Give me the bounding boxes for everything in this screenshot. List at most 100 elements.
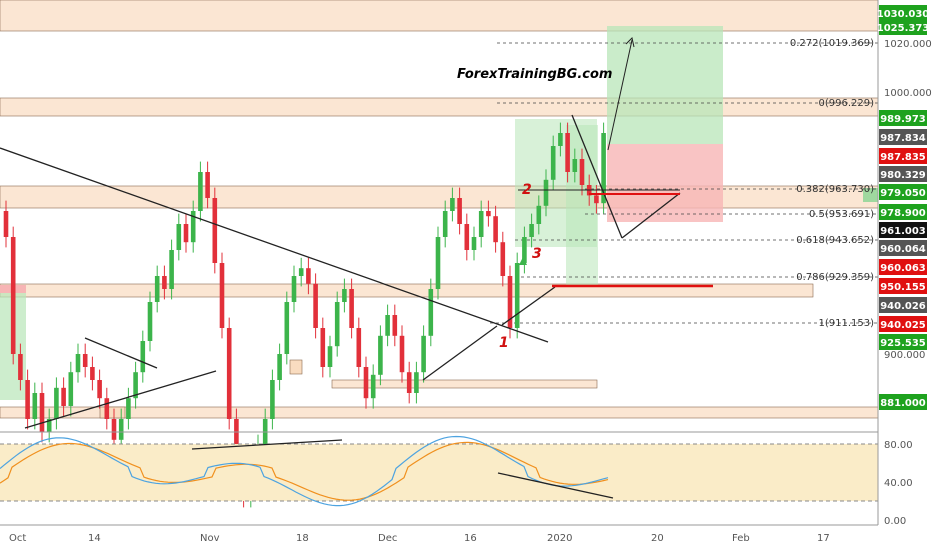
price-badge-bg: [879, 148, 927, 164]
candle: [342, 278, 347, 313]
price-badge: 1030.030: [877, 5, 930, 21]
candle-body: [406, 372, 412, 393]
candle: [291, 265, 297, 313]
candle: [147, 291, 153, 352]
price-badge-label: 940.025: [880, 320, 926, 331]
price-badge-bg: [879, 259, 927, 275]
osc-tick-0: 0.00: [884, 516, 906, 527]
price-badge: 980.329: [879, 166, 927, 182]
price-badge: 940.026: [879, 297, 927, 313]
entry-triangle: [519, 257, 527, 265]
price-badge-label: 980.329: [880, 170, 926, 181]
oscillator-fast-line: [0, 435, 609, 507]
trendline-triangle-upper: [571, 114, 623, 239]
price-tick-900: 900.000: [884, 350, 925, 361]
candle: [219, 252, 225, 339]
price-badge-label: 1025.373: [877, 23, 930, 34]
resistance-zone-top: [0, 0, 879, 32]
price-badge: 961.003: [879, 222, 927, 238]
candle: [46, 408, 52, 443]
price-badge-bg: [879, 297, 927, 313]
trendline-oct-lower: [24, 370, 217, 429]
time-tick-18: 18: [296, 533, 309, 544]
candle: [334, 291, 340, 357]
fib-label: 0(996.229): [818, 98, 874, 109]
candle-body: [3, 211, 9, 237]
candle-body: [579, 159, 585, 185]
price-badge-label: 940.026: [880, 301, 926, 312]
candle: [579, 148, 585, 196]
candle: [442, 200, 448, 248]
candle: [75, 343, 81, 383]
price-badges: 1030.030 1025.373 989.973 987.834 987.835 980…: [877, 5, 930, 410]
candle-body: [320, 328, 326, 367]
candle: [212, 187, 218, 274]
candle-body: [234, 419, 239, 466]
candle-body: [133, 372, 138, 399]
price-badge-bg: [879, 19, 927, 35]
candle-body: [392, 315, 398, 336]
candle: [464, 213, 470, 261]
candle: [284, 291, 290, 365]
candle-body: [298, 268, 304, 276]
price-badge-bg: [879, 240, 927, 256]
fibonacci-levels: 0.272(1019.369) 0(996.229) 0.382(963.730) 0…: [490, 38, 878, 329]
candle-body: [68, 372, 74, 406]
candle-body: [486, 211, 491, 217]
candle-body: [82, 354, 88, 367]
price-badge: 950.155: [879, 278, 927, 294]
candle-body: [198, 172, 203, 211]
fib-label: 0.618(943.652): [796, 235, 874, 246]
price-badge-label: 960.064: [880, 244, 926, 255]
candle-body: [514, 263, 520, 328]
candle: [327, 335, 333, 378]
candle-body: [572, 159, 578, 172]
trendline-oct-upper: [84, 337, 158, 369]
fib-label: 0.272(1019.369): [790, 38, 874, 49]
candle: [320, 317, 326, 378]
candle: [414, 361, 419, 404]
candle-body: [104, 398, 110, 419]
candle: [54, 377, 59, 430]
candle-body: [219, 263, 225, 328]
price-badge: 940.025: [879, 316, 927, 332]
candle-body: [190, 211, 196, 243]
candle: [3, 200, 9, 248]
price-badge-label: 1030.030: [877, 9, 930, 20]
candle: [126, 387, 131, 430]
candle-body: [601, 133, 606, 204]
price-badge-label: 987.834: [880, 133, 926, 144]
price-badge-bg: [879, 129, 927, 145]
time-tick-20: 20: [651, 533, 664, 544]
candle-body: [270, 380, 275, 419]
candle: [162, 265, 167, 300]
candle-body: [334, 302, 340, 347]
candle: [198, 161, 203, 222]
candle-body: [32, 393, 38, 419]
candle: [522, 226, 527, 274]
long-stop-box: [607, 144, 723, 222]
candle-body: [536, 205, 542, 224]
candle: [32, 382, 38, 430]
long-profit-box: [607, 26, 723, 144]
price-badge-bg: [879, 334, 927, 350]
price-badge-bg: [879, 278, 927, 294]
price-badge: 978.900: [879, 204, 927, 220]
candle: [392, 304, 398, 347]
candle: [450, 187, 455, 222]
candle: [514, 252, 520, 339]
candle-body: [25, 380, 30, 419]
price-badge-label: 960.063: [880, 263, 926, 274]
candle-body: [500, 242, 506, 276]
candle-body: [414, 372, 419, 393]
small-green-marker: [863, 188, 878, 202]
price-badge-label: 950.155: [880, 282, 926, 293]
price-badge-bg: [879, 110, 927, 126]
candle-body: [471, 237, 477, 250]
candle-body: [46, 419, 52, 432]
candle: [378, 325, 383, 386]
time-tick-dec: Dec: [378, 533, 397, 544]
time-tick-16: 16: [464, 533, 477, 544]
candle: [104, 387, 110, 430]
